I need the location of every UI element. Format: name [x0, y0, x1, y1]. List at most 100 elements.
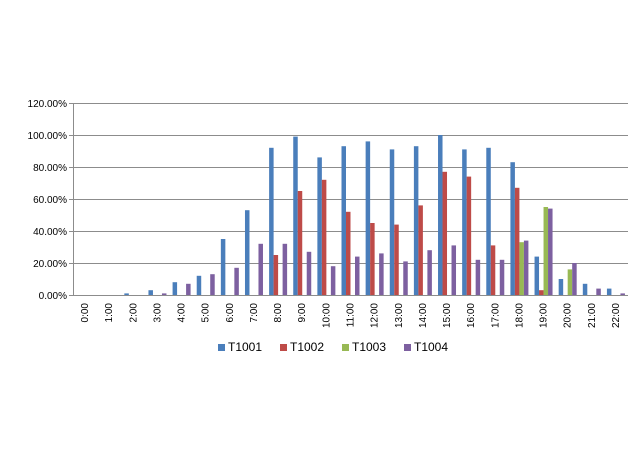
x-tick-label: 20:00	[563, 303, 574, 328]
bar-t1004-300	[161, 293, 167, 295]
legend-swatch-t1001	[218, 344, 225, 351]
bar-t1001-1500	[438, 135, 443, 295]
bar-t1001-2100	[582, 283, 588, 295]
bar-t1002-900	[297, 191, 303, 295]
x-tick-label: 19:00	[539, 303, 550, 328]
x-tick-label: 14:00	[418, 303, 429, 328]
bar-t1001-400	[172, 282, 178, 295]
bar-t1001-700	[244, 210, 250, 295]
bar-t1001-1300	[389, 149, 395, 295]
x-tick-label: 17:00	[490, 303, 501, 328]
x-tick-label: 9:00	[297, 303, 308, 323]
legend-label-t1002: T1002	[290, 340, 324, 354]
bar-t1002-800	[273, 255, 279, 295]
x-tick-label: 8:00	[273, 303, 284, 323]
bar-t1002-1700	[490, 245, 496, 295]
bar-t1004-1900	[548, 208, 553, 295]
x-tick-label: 16:00	[466, 303, 477, 328]
bar-t1003-1800	[519, 242, 524, 295]
bar-t1004-1700	[499, 259, 505, 295]
legend-swatch-t1003	[342, 344, 349, 351]
bar-t1003-2000	[567, 269, 573, 295]
axes	[69, 103, 628, 296]
bar-t1001-1900	[534, 256, 540, 295]
bar-t1004-900	[306, 251, 312, 295]
y-axis-tick-labels: 0.00% 20.00% 40.00% 60.00% 80.00% 100.00% 120.…	[28, 99, 68, 302]
bar-t1004-1400	[427, 250, 432, 295]
x-tick-label: 7:00	[249, 303, 260, 323]
x-axis-tick-labels: 0:00 1:00 2:00 3:00 4:00 5:00 6:00 7:00 8:00 9:00…	[80, 303, 622, 328]
bar-t1004-700	[258, 243, 263, 295]
bar-t1001-1100	[341, 146, 346, 295]
bar-t1002-1300	[394, 224, 399, 295]
x-tick-label: 5:00	[201, 303, 212, 323]
bar-t1001-1800	[510, 162, 515, 295]
x-tick-label: 0:00	[80, 303, 91, 323]
bar-t1001-300	[148, 290, 153, 295]
x-tick-label: 6:00	[225, 303, 236, 323]
bar-t1004-2000	[572, 263, 577, 295]
bar-t1002-1400	[418, 205, 423, 295]
x-tick-label: 11:00	[346, 303, 357, 328]
y-tick-label: 100.00%	[28, 131, 68, 142]
legend-label-t1003: T1003	[352, 340, 386, 354]
x-tick-label: 15:00	[442, 303, 453, 328]
bar-t1001-1700	[486, 147, 491, 295]
bar-t1001-1600	[462, 149, 467, 295]
y-tick-label: 120.00%	[28, 99, 68, 110]
bar-t1004-1200	[379, 253, 384, 295]
bar-t1002-1500	[442, 171, 448, 295]
bar-t1004-2100	[596, 288, 601, 295]
y-tick-label: 80.00%	[33, 163, 67, 174]
bar-t1002-1900	[539, 290, 544, 295]
legend-swatch-t1004	[404, 344, 411, 351]
y-tick-label: 20.00%	[33, 259, 67, 270]
bar-t1001-600	[220, 239, 226, 295]
bar-t1001-800	[269, 147, 274, 295]
legend-swatch-t1002	[280, 344, 287, 351]
bar-t1004-800	[282, 243, 288, 295]
x-tick-label: 2:00	[128, 303, 139, 323]
x-tick-label: 21:00	[587, 303, 598, 328]
bars-group	[124, 135, 625, 295]
legend: T1001 T1002 T1003 T1004	[218, 340, 448, 354]
legend-label-t1001: T1001	[228, 340, 262, 354]
bar-t1001-1200	[365, 141, 371, 295]
x-tick-label: 3:00	[152, 303, 163, 323]
bar-t1001-2200	[606, 288, 612, 295]
bar-t1001-1400	[413, 146, 419, 295]
bar-t1001-1000	[317, 157, 322, 295]
bar-t1004-600	[234, 267, 239, 295]
x-tick-label: 10:00	[321, 303, 332, 328]
bar-t1001-200	[124, 293, 129, 295]
legend-label-t1004: T1004	[414, 340, 448, 354]
bar-t1002-1100	[346, 211, 351, 295]
bar-t1004-1800	[523, 240, 529, 295]
bar-t1004-1000	[330, 266, 336, 295]
x-tick-label: 18:00	[514, 303, 525, 328]
bar-t1002-1600	[466, 176, 472, 295]
bar-t1004-2200	[620, 293, 625, 295]
x-tick-label: 1:00	[104, 303, 115, 323]
x-tick-label: 13:00	[394, 303, 405, 328]
x-tick-label: 22:00	[611, 303, 622, 328]
bar-t1004-1100	[355, 256, 360, 295]
y-tick-label: 0.00%	[39, 291, 67, 302]
x-tick-label: 12:00	[370, 303, 381, 328]
y-tick-label: 60.00%	[33, 195, 67, 206]
bar-t1004-1300	[403, 261, 408, 295]
x-tick-label: 4:00	[177, 303, 188, 323]
bar-t1002-1800	[514, 187, 520, 295]
bar-t1001-900	[293, 136, 298, 295]
y-tick-label: 40.00%	[33, 227, 67, 238]
bar-t1002-1200	[370, 223, 375, 295]
bar-t1004-1500	[451, 245, 457, 295]
bar-t1004-1600	[475, 259, 481, 295]
bar-t1001-2000	[558, 279, 564, 295]
bar-t1001-500	[196, 275, 202, 295]
bar-t1004-400	[186, 283, 191, 295]
bar-t1003-1900	[543, 207, 549, 295]
bar-t1002-1000	[321, 179, 327, 295]
bar-t1004-500	[210, 274, 215, 295]
